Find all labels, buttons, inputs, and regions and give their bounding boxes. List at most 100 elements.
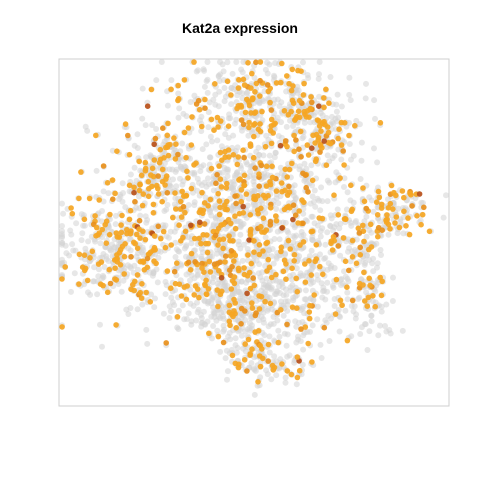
cell-point [243, 90, 250, 97]
cell-point [368, 229, 375, 236]
expressing-cell-point [162, 182, 168, 188]
expressing-cell-point [217, 149, 224, 156]
cell-point [221, 98, 228, 105]
cell-point [198, 255, 205, 262]
expressing-cell-point [303, 184, 310, 191]
expressing-cell-point [245, 336, 252, 343]
expressing-cell-point [323, 86, 329, 93]
cell-point [214, 327, 221, 334]
cell-point [172, 239, 179, 246]
cell-point [309, 182, 316, 189]
expressing-cell-point [128, 253, 134, 260]
cell-point [374, 260, 381, 267]
expressing-cell-point [178, 214, 185, 220]
cell-point [371, 145, 377, 152]
cell-point [234, 144, 241, 151]
expressing-cell-point [321, 324, 328, 331]
cell-point [265, 323, 272, 330]
cell-point [370, 268, 377, 275]
expressing-cell-point [173, 141, 179, 147]
cell-point [139, 244, 146, 251]
cell-point [318, 355, 325, 361]
expressing-cell-point [340, 235, 347, 241]
expressing-cell-point [302, 261, 308, 267]
cell-point [316, 71, 322, 78]
expressing-cell-point [238, 104, 245, 110]
cell-point [390, 274, 396, 281]
expressing-cell-point [265, 341, 272, 348]
expressing-cell-point [126, 151, 133, 158]
expressing-cell-point [59, 324, 65, 330]
expressing-cell-point [69, 210, 76, 217]
expressing-cell-point [277, 142, 284, 149]
cell-point [100, 274, 107, 281]
cell-point [378, 308, 385, 315]
expressing-cell-point [299, 197, 305, 203]
expressing-cell-point [387, 226, 393, 232]
expressing-cell-point [248, 85, 254, 91]
cell-point [187, 99, 194, 105]
expressing-cell-point [256, 251, 263, 258]
expressing-cell-point [198, 240, 204, 247]
cell-point [177, 163, 184, 170]
expressing-cell-point [95, 261, 102, 267]
expressing-cell-point [241, 265, 247, 271]
expressing-cell-point [291, 132, 297, 139]
expressing-cell-point [214, 287, 221, 293]
expressing-cell-point [321, 138, 328, 144]
expressing-cell-point [360, 185, 366, 191]
expressing-cell-point [189, 114, 195, 120]
expressing-cell-point [96, 197, 102, 203]
expressing-cell-point [248, 260, 255, 267]
expressing-cell-point [183, 296, 190, 303]
cell-point [296, 253, 303, 260]
cell-point [92, 238, 99, 245]
expressing-cell-point [273, 218, 280, 224]
expressing-cell-point [331, 192, 337, 198]
expressing-cell-point [217, 204, 223, 211]
cell-point [85, 238, 92, 245]
expressing-cell-point [216, 198, 223, 204]
cell-point [107, 246, 114, 253]
cell-point [105, 190, 112, 197]
cell-point [204, 59, 211, 65]
expressing-cell-point [240, 203, 246, 210]
expressing-cell-point [124, 226, 130, 233]
expressing-cell-point [62, 264, 68, 270]
expressing-cell-point [306, 309, 313, 315]
cell-point [284, 353, 291, 360]
expressing-cell-point [309, 145, 315, 151]
expressing-cell-point [295, 67, 301, 74]
cell-point [67, 227, 74, 234]
cell-point [282, 374, 289, 381]
expressing-cell-point [361, 238, 367, 245]
cell-point [350, 152, 357, 159]
cell-point [139, 115, 146, 122]
cell-point [235, 260, 241, 267]
cell-point [318, 184, 325, 191]
cell-point [309, 193, 316, 200]
cell-point [127, 265, 134, 272]
cell-point [99, 254, 106, 261]
expressing-cell-point [396, 224, 403, 231]
expressing-cell-point [254, 207, 261, 213]
cell-point [293, 141, 300, 148]
expressing-cell-point [378, 201, 385, 208]
cell-point [272, 149, 279, 156]
cell-point [280, 312, 287, 319]
cell-point [341, 268, 347, 275]
expressing-cell-point [287, 246, 294, 252]
cell-point [167, 308, 174, 315]
expressing-cell-point [206, 258, 213, 265]
expressing-cell-point [142, 236, 149, 243]
expressing-cell-point [401, 194, 407, 201]
expressing-cell-point [188, 250, 195, 257]
expressing-cell-point [149, 165, 156, 172]
expressing-cell-point [251, 249, 257, 255]
expressing-cell-point [121, 253, 128, 260]
expressing-cell-point [263, 163, 270, 170]
expressing-cell-point [215, 225, 222, 232]
cell-point [168, 77, 175, 84]
expressing-cell-point [296, 208, 303, 214]
cell-point [292, 318, 299, 325]
